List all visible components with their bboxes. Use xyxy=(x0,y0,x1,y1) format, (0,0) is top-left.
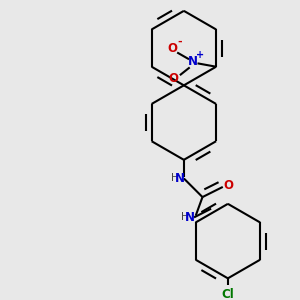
Text: +: + xyxy=(196,50,204,60)
Text: -: - xyxy=(178,36,182,46)
Text: N: N xyxy=(185,211,195,224)
Text: N: N xyxy=(175,172,185,185)
Text: H: H xyxy=(170,173,178,184)
Text: N: N xyxy=(188,55,197,68)
Text: O: O xyxy=(167,42,177,55)
Text: O: O xyxy=(223,179,233,192)
Text: Cl: Cl xyxy=(221,288,234,300)
Text: H: H xyxy=(181,212,188,222)
Text: O: O xyxy=(169,72,179,85)
